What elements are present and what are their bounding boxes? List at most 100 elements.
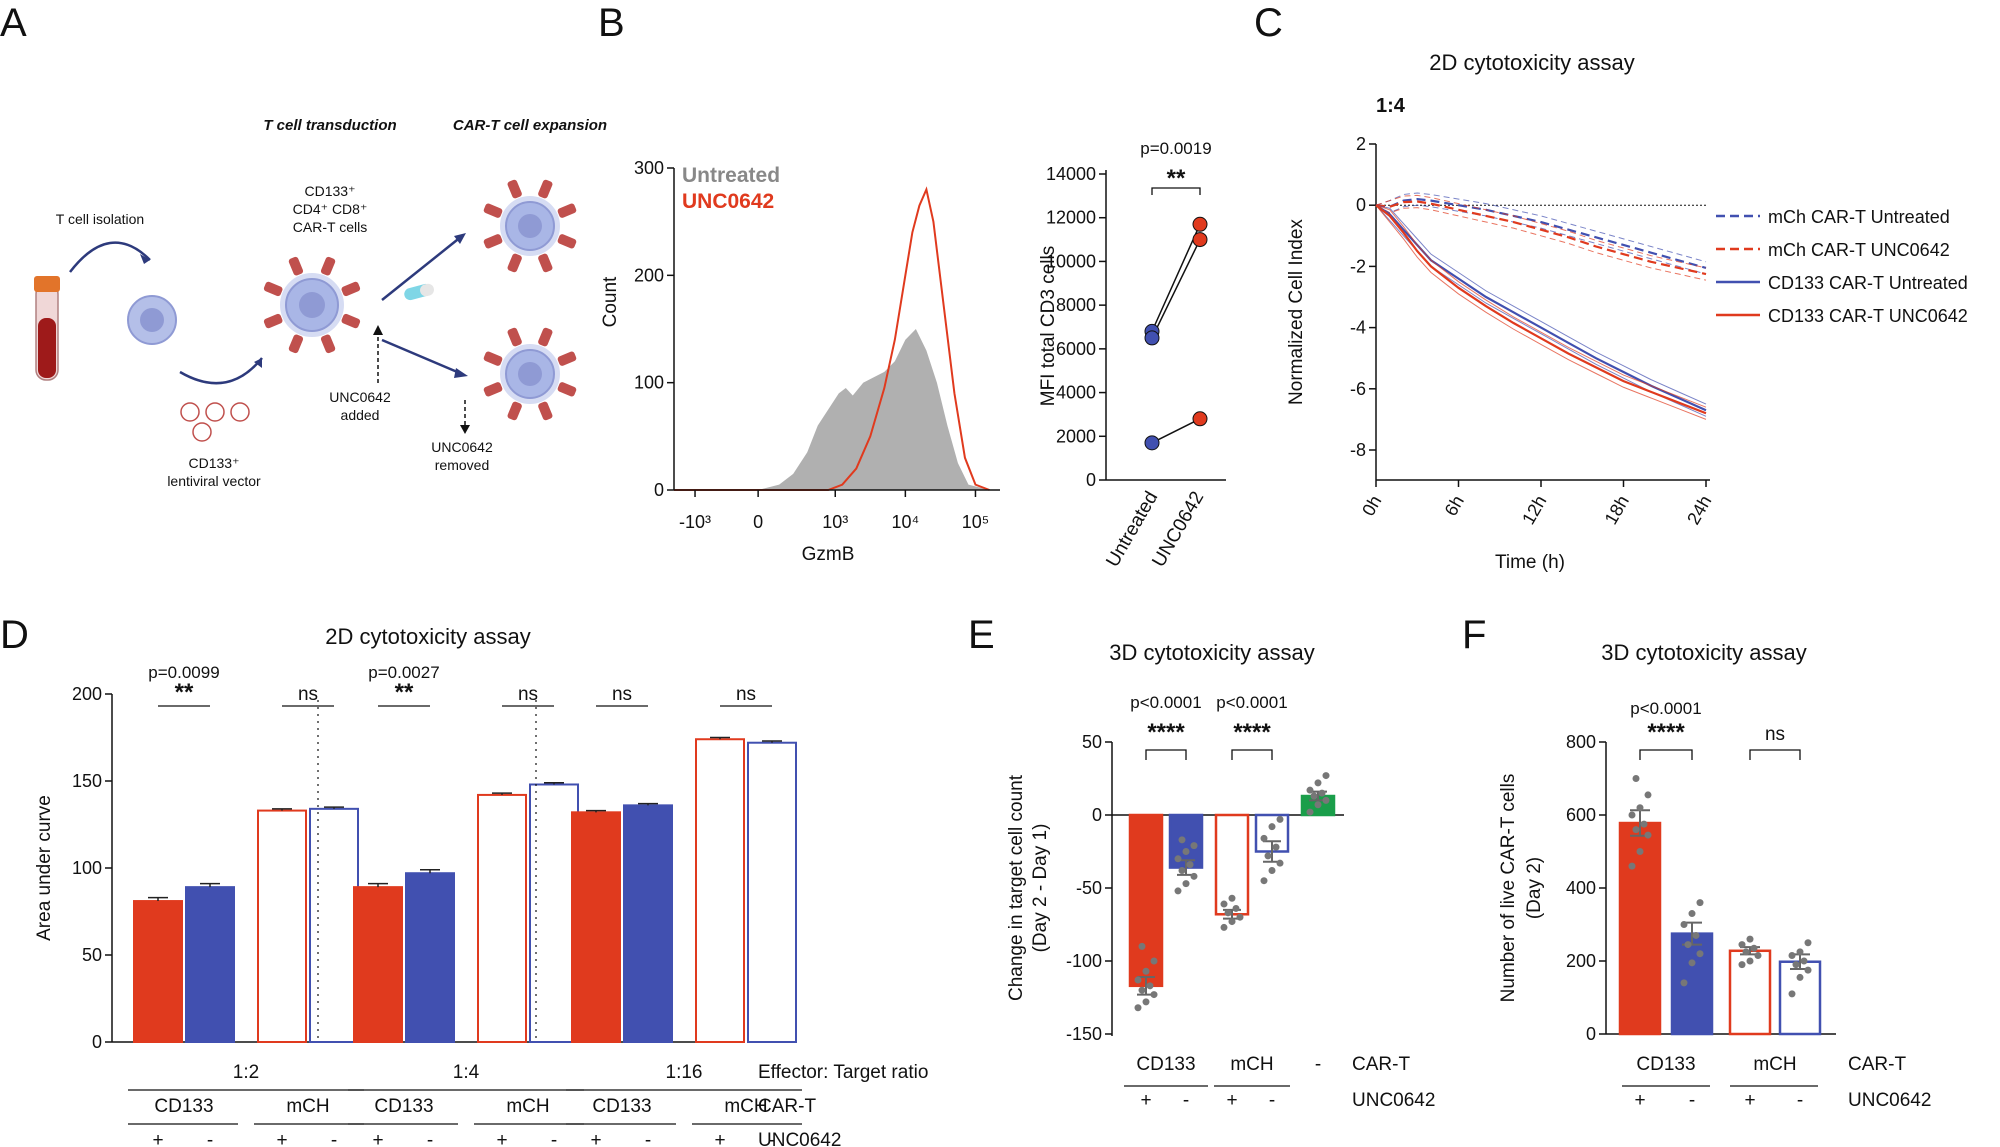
data-point [1228,918,1236,926]
receptor [263,281,283,297]
legend-unc0642: UNC0642 [682,190,774,213]
bar [133,900,183,1043]
e-y-label-2: (Day 2 - Day 1) [1030,824,1051,953]
b-hist-x-label: GzmB [802,544,855,565]
pair-line [1151,239,1201,339]
data-point [1742,948,1750,956]
error-bar [324,806,344,809]
y-tick-label: -4 [1350,318,1366,338]
y-tick-label: -2 [1350,256,1366,276]
arrow-head-icon [460,425,470,434]
data-point [1314,779,1322,787]
car-label: mCH [506,1096,549,1117]
e-title: 3D cytotoxicity assay [1109,640,1314,665]
label-transduction: T cell transduction [263,117,396,134]
receptor [538,327,553,347]
p-value: p=0.0027 [368,663,439,682]
data-point [1632,826,1640,834]
point-untreated [1144,330,1160,346]
p-value: p<0.0001 [1216,693,1287,712]
bar [623,804,673,1043]
data-point [1644,791,1652,799]
data-point [1178,866,1186,874]
y-tick-label: -100 [1066,951,1102,971]
data-point [1688,910,1696,918]
error-bar [762,740,782,743]
car-t-cell-icon [483,327,577,421]
bar [257,809,307,1044]
car-markers-2: CD4⁺ CD8⁺ [293,201,368,217]
receptor [557,382,577,397]
receptor [507,253,522,273]
label-added-2: added [341,407,380,423]
sig-label: **** [1233,719,1271,746]
point-unc0642 [1192,216,1208,232]
unc-label: - [427,1130,433,1147]
receptor [557,234,577,249]
e-row-label-unc: UNC0642 [1352,1090,1435,1111]
p-value: p<0.0001 [1630,699,1701,718]
panel-letter-c: C [1254,1,1283,45]
legend-label: CD133 CAR-T Untreated [1768,273,1968,293]
data-point [1134,1004,1142,1012]
data-point [1636,848,1644,855]
y-tick-label: 200 [72,684,102,704]
y-tick-label: 150 [72,771,102,791]
series-error-band [1375,194,1707,269]
vector-label-2: lentiviral vector [167,473,261,489]
data-point [1746,957,1754,965]
data-point [1146,982,1154,990]
data-point [1696,950,1704,958]
x-tick-label: 12h [1518,492,1550,528]
data-point [1190,842,1198,850]
receptor [341,313,361,329]
y-tick-label: 100 [72,858,102,878]
sig-label: ** [175,679,194,706]
series-error-band [1375,192,1707,263]
bar [477,793,527,1043]
receptor [483,203,503,218]
data-point [1182,880,1190,888]
data-point [1318,789,1326,797]
legend-label: CD133 CAR-T UNC0642 [1768,306,1968,326]
data-point [1804,939,1812,947]
unc-label: - [331,1130,337,1147]
sig-label: ns [612,684,632,705]
unc-label: + [1140,1090,1151,1111]
y-tick-label: 0 [654,480,664,500]
bar [1128,813,1164,988]
y-tick-label: 100 [634,373,664,393]
pair-line [1151,418,1201,444]
car-label: CD133 [1636,1054,1695,1075]
y-tick-label: 2 [1356,134,1366,154]
y-tick-label: 50 [1082,732,1102,752]
bar [695,738,745,1043]
unc-label: - [769,1130,775,1147]
y-tick-label: 400 [1566,878,1596,898]
data-point [1754,952,1762,960]
pill-icon [404,283,434,301]
data-point [1142,998,1150,1006]
receptor [320,334,336,354]
blood-tube-icon [34,276,60,381]
b-paired-pvalue: p=0.0019 [1140,139,1211,158]
label-expansion: CAR-T cell expansion [453,117,607,134]
y-tick-label: 4000 [1056,383,1096,403]
error-bar [586,809,606,813]
y-tick-label: 8000 [1056,295,1096,315]
data-point [1138,986,1146,994]
sig-label: **** [1147,719,1185,746]
d-y-label: Area under curve [34,795,55,941]
f-row-label-cart: CAR-T [1848,1054,1906,1075]
unc-label: + [152,1130,163,1147]
sig-label: ns [298,684,318,705]
data-point [1268,823,1276,831]
y-tick-label: 2000 [1056,426,1096,446]
data-point [1696,899,1704,907]
data-point [1236,913,1244,921]
error-bar [148,896,168,902]
car-label: CD133 [154,1096,213,1117]
receptor [557,351,577,366]
d-title: 2D cytotoxicity assay [325,624,530,649]
cell-nucleus [518,362,542,386]
